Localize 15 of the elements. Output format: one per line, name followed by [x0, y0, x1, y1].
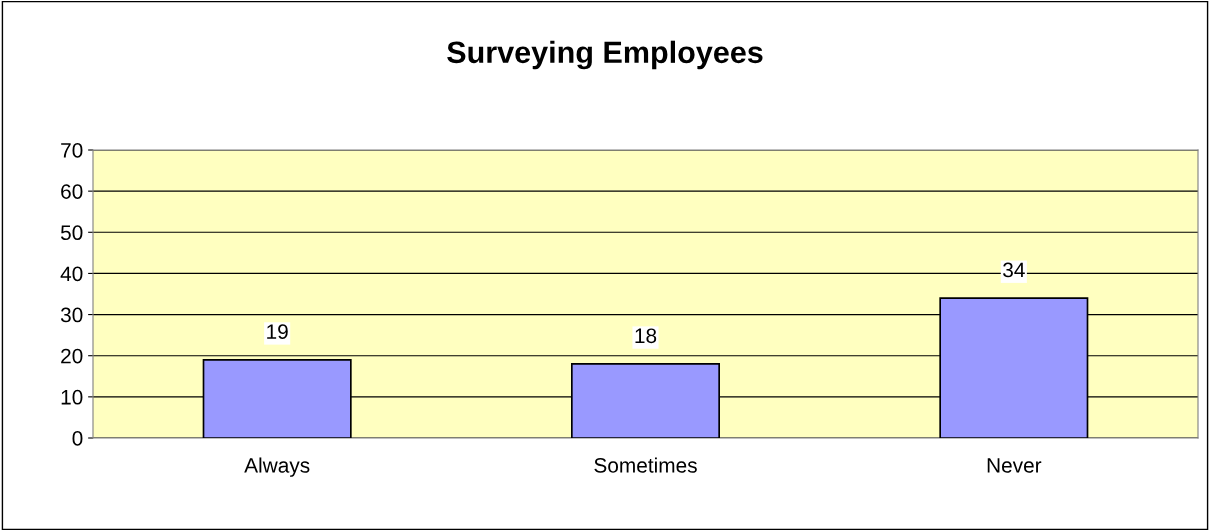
chart-title: Surveying Employees — [447, 40, 763, 70]
x-tick-label: Never — [987, 458, 1042, 473]
y-tick-label: 50 — [60, 225, 83, 241]
y-tick-label: 20 — [61, 348, 83, 364]
data-label: 34 — [1003, 262, 1025, 278]
y-tick-label: 30 — [60, 307, 83, 323]
y-tick-label: 40 — [60, 266, 83, 282]
data-label: 19 — [267, 324, 288, 340]
x-tick-label: Always — [244, 457, 310, 477]
y-tick-label: 60 — [61, 184, 83, 199]
x-tick-label: Sometimes — [594, 457, 697, 473]
y-tick-label: 0 — [72, 431, 83, 446]
y-tick-label: 70 — [61, 143, 83, 158]
y-tick-label: 10 — [61, 389, 83, 405]
data-label: 18 — [635, 328, 657, 344]
